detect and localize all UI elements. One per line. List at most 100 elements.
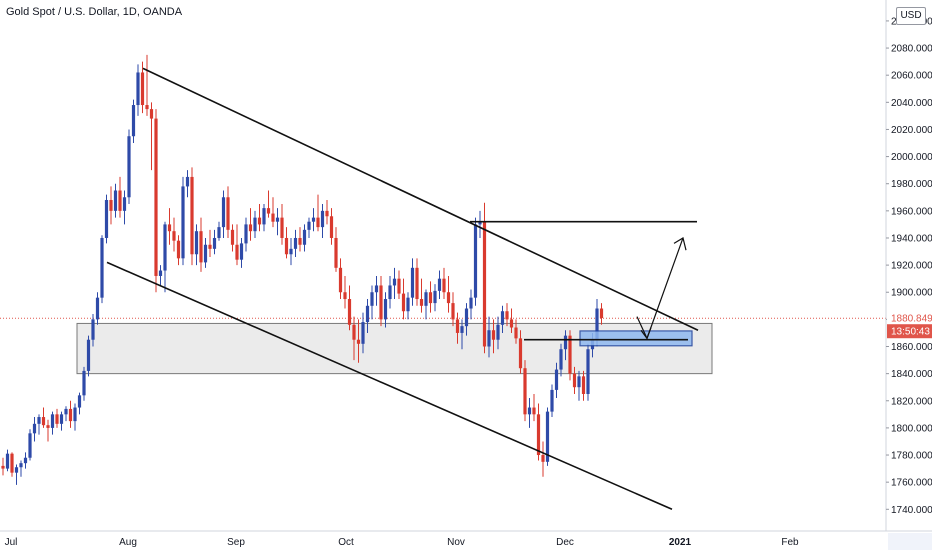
candle-body xyxy=(100,237,104,298)
candle-body xyxy=(185,176,190,187)
price-tick-label: 2000.000 xyxy=(891,152,932,163)
candle-body xyxy=(244,224,248,244)
candle-body xyxy=(410,267,415,298)
price-axis-bg xyxy=(886,0,932,550)
candle-body xyxy=(559,349,563,370)
candle-body xyxy=(275,217,280,222)
candle-body xyxy=(329,216,334,238)
candle-body xyxy=(518,338,523,369)
candle-body xyxy=(455,319,460,333)
price-tick-label: 1960.000 xyxy=(891,206,932,217)
candle-body xyxy=(64,408,68,415)
candle-body xyxy=(41,417,46,426)
candle-body xyxy=(262,208,266,225)
candle-body xyxy=(95,297,100,320)
candle-body xyxy=(577,376,581,388)
candle-body xyxy=(82,370,86,396)
price-tick-label: 1920.000 xyxy=(891,261,932,272)
candle-body xyxy=(581,376,586,394)
candle-body xyxy=(343,292,347,300)
price-tick-label: 2060.000 xyxy=(891,71,932,82)
candle-body xyxy=(59,414,64,424)
candle-body xyxy=(356,339,361,344)
candle-body xyxy=(406,297,410,312)
candle-body xyxy=(271,213,275,222)
candle-body xyxy=(154,118,158,276)
candle-body xyxy=(563,335,568,350)
candle-body xyxy=(320,210,325,228)
candle-body xyxy=(280,217,284,238)
candle-body xyxy=(415,267,419,300)
candle-body xyxy=(230,229,235,245)
candle-body xyxy=(568,335,572,374)
candle-body xyxy=(221,197,226,228)
currency-button[interactable]: USD xyxy=(896,7,926,25)
candle-body xyxy=(352,324,356,340)
time-tick-label: Oct xyxy=(338,537,354,548)
candle-body xyxy=(109,199,113,211)
candle-body xyxy=(50,414,55,428)
countdown-label-bg xyxy=(887,324,932,339)
candle-body xyxy=(104,199,109,238)
candle-body xyxy=(487,330,491,347)
candle-body xyxy=(266,208,271,214)
lower-trendline[interactable] xyxy=(106,261,673,511)
price-tick-label: 1900.000 xyxy=(891,288,932,299)
time-tick-label: Feb xyxy=(781,537,799,548)
candle-body xyxy=(239,243,244,260)
last-price-label-bg xyxy=(887,310,932,327)
candle-body xyxy=(118,190,122,211)
candle-body xyxy=(397,278,401,294)
candle-body xyxy=(478,221,482,225)
price-tick-label: 1980.000 xyxy=(891,179,932,190)
upper-trendline[interactable] xyxy=(142,67,699,331)
time-tick-label: Dec xyxy=(556,537,574,548)
candle-body xyxy=(293,237,298,249)
candle-body xyxy=(167,224,172,232)
forecast-arrow-head-up xyxy=(673,237,687,251)
candle-body xyxy=(442,278,446,293)
time-tick-label: 2021 xyxy=(669,537,692,548)
candle-body xyxy=(379,285,383,320)
candle-body xyxy=(334,237,338,268)
candle-body xyxy=(595,308,599,340)
candle-body xyxy=(158,270,163,276)
candle-body xyxy=(32,423,37,434)
candle-body xyxy=(347,299,352,325)
candle-body xyxy=(23,457,28,464)
axis-corner[interactable] xyxy=(888,533,932,550)
candle-body xyxy=(176,240,181,259)
price-tick-label: 2040.000 xyxy=(891,98,932,109)
target-box[interactable] xyxy=(579,330,693,347)
candle-body xyxy=(424,292,428,306)
candle-body xyxy=(253,217,257,232)
candle-body xyxy=(19,463,23,468)
candle-body xyxy=(46,425,50,428)
price-tick-label: 1800.000 xyxy=(891,423,932,434)
candle-body xyxy=(217,227,221,238)
price-tick-label: 1860.000 xyxy=(891,342,932,353)
candle-body xyxy=(181,186,185,259)
countdown-label: 13:50:43 xyxy=(891,327,930,338)
candle-body xyxy=(586,349,590,394)
candle-body xyxy=(55,414,59,424)
candle-body xyxy=(190,176,194,255)
candle-body xyxy=(194,231,199,255)
last-price-label: 1880.849 xyxy=(891,314,932,325)
time-tick-label: Aug xyxy=(119,537,137,548)
candle-body xyxy=(532,407,536,415)
candle-body xyxy=(374,285,379,293)
candle-body xyxy=(131,105,136,137)
candle-body xyxy=(527,407,532,415)
candle-body xyxy=(208,244,212,249)
candle-body xyxy=(257,217,262,225)
candle-body xyxy=(496,324,500,340)
candle-body xyxy=(361,322,365,344)
candle-body xyxy=(536,414,541,456)
price-tick-label: 1820.000 xyxy=(891,396,932,407)
candle-body xyxy=(311,217,316,222)
candle-body xyxy=(316,217,320,228)
candle-body xyxy=(1,465,5,469)
